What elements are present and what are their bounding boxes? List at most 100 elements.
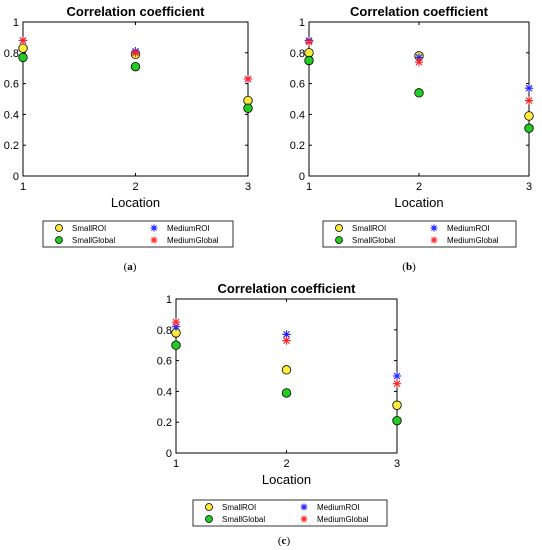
- data-point-MediumGlobal: [524, 96, 534, 105]
- data-point-SmallGlobal: [414, 88, 424, 98]
- data-point-SmallGlobal: [281, 388, 292, 398]
- x-tick-label: 2: [283, 458, 289, 470]
- caption-label: (b): [402, 261, 416, 273]
- legend-label: SmallGlobal: [352, 236, 395, 245]
- legend-marker-SmallGlobal: [205, 515, 213, 523]
- y-tick-label: 1: [166, 294, 172, 306]
- legend-marker-SmallROI: [55, 224, 63, 232]
- x-tick-label: 1: [306, 181, 312, 193]
- data-point-MediumROI: [524, 84, 534, 93]
- x-axis-label: Location: [394, 195, 443, 210]
- legend-label: SmallROI: [72, 224, 106, 233]
- legend-label: MediumGlobal: [447, 236, 499, 245]
- legend-label: MediumROI: [167, 224, 210, 233]
- legend-box: [322, 220, 517, 248]
- x-tick-label: 1: [20, 181, 26, 193]
- data-point-MediumROI: [392, 371, 402, 381]
- legend-label: MediumROI: [317, 503, 360, 512]
- x-tick-label: 2: [416, 181, 422, 193]
- y-tick-label: 0.2: [157, 417, 172, 429]
- legend-label: SmallGlobal: [72, 236, 115, 245]
- x-tick-label: 3: [394, 458, 400, 470]
- chart-3: Correlation coefficient 0 0.2 0.4 0.6 0.8 1 1 2 3…: [157, 281, 402, 547]
- caption: (c): [278, 535, 291, 547]
- caption-label: (a): [124, 261, 137, 273]
- y-tick-label: 0.8: [290, 48, 305, 60]
- y-tick-label: 0: [299, 171, 305, 183]
- x-axis-label: Location: [262, 472, 311, 487]
- legend-marker-SmallGlobal: [335, 236, 343, 244]
- legend-marker-SmallROI: [205, 503, 213, 511]
- y-tick-label: 0.6: [290, 79, 305, 91]
- x-tick-label: 3: [526, 181, 532, 193]
- data-point-MediumGlobal: [282, 336, 291, 345]
- data-point-MediumGlobal: [392, 379, 402, 388]
- legend: SmallROI SmallGlobal MediumROI MediumGlobal: [192, 499, 388, 527]
- data-point-MediumROI: [171, 322, 181, 331]
- legend-marker-MediumGlobal: [150, 236, 158, 244]
- legend-label: SmallGlobal: [222, 515, 265, 524]
- y-tick-label: 0.6: [157, 356, 172, 368]
- data-point-SmallGlobal: [130, 61, 141, 72]
- plot-area: [308, 21, 530, 177]
- y-tick-label: 0: [13, 171, 19, 183]
- legend-marker-SmallGlobal: [55, 236, 63, 244]
- chart-2: Correlation coefficient 0 0.2 0.4 0.6 0.8 1 1 2 3…: [290, 4, 534, 273]
- data-point-MediumGlobal: [18, 36, 28, 45]
- y-tick-label: 0.4: [290, 109, 305, 121]
- chart-title: Correlation coefficient: [218, 281, 357, 296]
- data-point-MediumGlobal: [304, 37, 314, 47]
- y-tick-label: 0.4: [157, 386, 172, 398]
- y-tick-label: 0.2: [290, 140, 305, 152]
- data-point-SmallGlobal: [171, 340, 181, 350]
- data-point-SmallGlobal: [524, 123, 534, 133]
- data-point-SmallGlobal: [304, 55, 314, 66]
- y-tick-label: 0.8: [4, 48, 19, 60]
- plot-area: [175, 298, 398, 454]
- y-tick-label: 0.6: [4, 79, 19, 91]
- data-point-SmallROI: [392, 400, 402, 410]
- x-axis-label: Location: [111, 195, 160, 210]
- legend-marker-MediumROI: [430, 224, 438, 232]
- legend-marker-MediumGlobal: [300, 515, 308, 523]
- caption: (b): [402, 261, 416, 273]
- data-point-SmallGlobal: [243, 103, 253, 113]
- plot-area: [22, 21, 249, 177]
- caption: (a): [124, 261, 137, 273]
- data-point-MediumROI: [414, 53, 424, 62]
- data-point-SmallROI: [524, 111, 534, 121]
- legend: SmallROI SmallGlobal MediumROI MediumGlobal: [42, 220, 234, 248]
- data-point-SmallROI: [281, 365, 292, 375]
- legend-box: [192, 499, 388, 527]
- data-point-SmallGlobal: [18, 52, 28, 63]
- legend-marker-SmallROI: [335, 224, 343, 232]
- x-tick-label: 3: [245, 181, 251, 193]
- legend: SmallROI SmallGlobal MediumROI MediumGlobal: [322, 220, 517, 248]
- y-tick-label: 0.2: [4, 140, 19, 152]
- data-point-MediumGlobal: [131, 48, 140, 57]
- data-point-MediumGlobal: [171, 317, 181, 327]
- data-point-MediumGlobal: [414, 57, 424, 67]
- chart-title: Correlation coefficient: [350, 4, 489, 19]
- y-tick-label: 1: [13, 17, 19, 29]
- legend-marker-MediumROI: [300, 503, 308, 511]
- data-point-SmallGlobal: [392, 415, 402, 426]
- chart-1: Correlation coefficient 0 0.2 0.4 0.6 0.8 1 1 2 3…: [4, 4, 253, 273]
- y-tick-label: 1: [299, 17, 305, 29]
- legend-label: MediumGlobal: [167, 236, 219, 245]
- chart-title: Correlation coefficient: [67, 4, 206, 19]
- legend-marker-MediumROI: [150, 224, 158, 232]
- legend-label: MediumGlobal: [317, 515, 369, 524]
- legend-marker-MediumGlobal: [430, 236, 438, 244]
- y-tick-label: 0.8: [157, 325, 172, 337]
- legend-label: SmallROI: [222, 503, 256, 512]
- legend-label: SmallROI: [352, 224, 386, 233]
- y-tick-label: 0: [166, 448, 172, 460]
- legend-label: MediumROI: [447, 224, 490, 233]
- data-point-MediumROI: [282, 330, 291, 339]
- x-tick-label: 1: [173, 458, 179, 470]
- data-point-MediumGlobal: [243, 74, 253, 84]
- y-tick-label: 0.4: [4, 109, 19, 121]
- caption-label: (c): [278, 535, 291, 547]
